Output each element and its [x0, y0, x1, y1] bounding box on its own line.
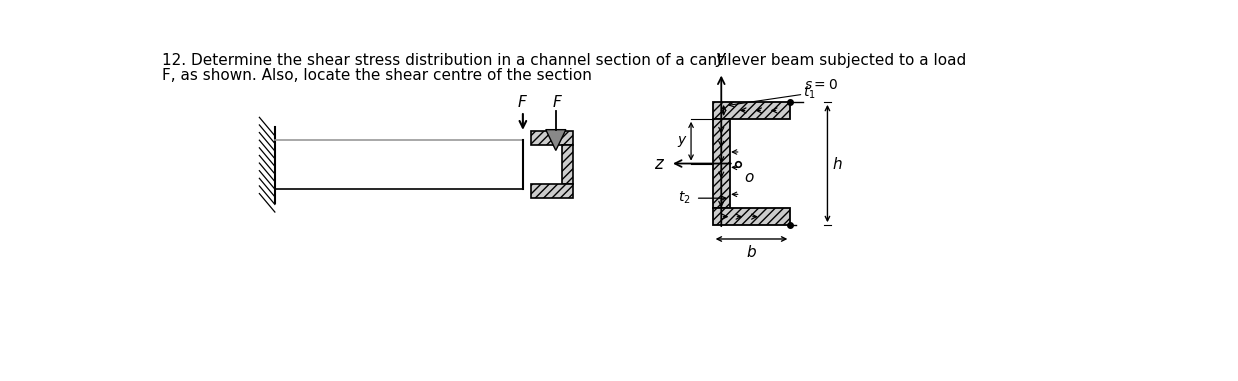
Text: F, as shown. Also, locate the shear centre of the section: F, as shown. Also, locate the shear cent… — [162, 68, 592, 83]
Polygon shape — [713, 119, 729, 208]
Text: $y$: $y$ — [716, 51, 728, 69]
Text: $z$: $z$ — [654, 155, 665, 173]
Text: $y$: $y$ — [677, 134, 688, 149]
Text: $F$: $F$ — [517, 94, 529, 110]
Polygon shape — [562, 145, 573, 184]
Text: $F$: $F$ — [552, 94, 563, 110]
Polygon shape — [546, 130, 566, 150]
Text: $o$: $o$ — [744, 170, 754, 185]
Text: $t_1$: $t_1$ — [803, 85, 816, 101]
Text: 12. Determine the shear stress distribution in a channel section of a cantilever: 12. Determine the shear stress distribut… — [162, 53, 967, 68]
Polygon shape — [531, 184, 573, 198]
Text: $s = 0$: $s = 0$ — [805, 78, 838, 92]
Text: $b$: $b$ — [747, 244, 756, 260]
Text: $h$: $h$ — [832, 155, 843, 171]
Polygon shape — [713, 102, 790, 119]
Polygon shape — [713, 208, 790, 225]
Polygon shape — [531, 131, 573, 145]
Text: $t_2$: $t_2$ — [678, 190, 691, 207]
